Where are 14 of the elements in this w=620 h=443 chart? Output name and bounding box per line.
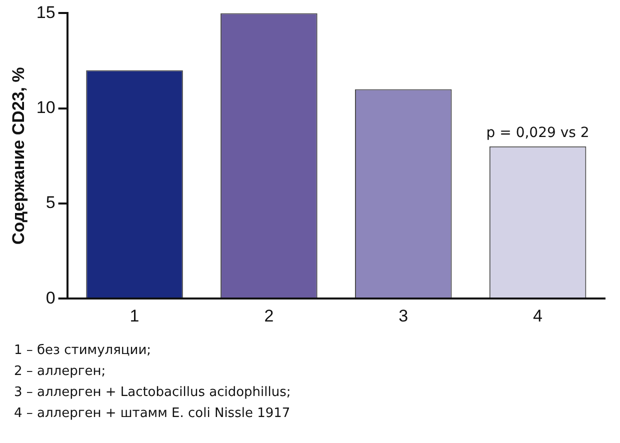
text: 1 – без стимуляции; — [14, 342, 152, 360]
y-tick-label: 15 — [36, 2, 56, 22]
text: 3 – аллерген + Lactobacillus acidophillus; — [14, 384, 291, 402]
x-tick-label: 4 — [533, 306, 543, 326]
y-tick-label: 0 — [46, 288, 56, 308]
annotation: p = 0,029 vs 2 — [486, 125, 590, 142]
y-axis-title: Содержание CD23, % — [8, 67, 28, 245]
y-tick-label: 10 — [36, 98, 56, 118]
x-tick-label: 2 — [264, 306, 274, 326]
text: 2 – аллерген; — [14, 363, 107, 381]
x-tick-label: 1 — [130, 306, 140, 326]
x-tick-label: 3 — [398, 306, 408, 326]
y-tick-label: 5 — [46, 193, 56, 212]
text: 4 – аллерген + штамм E. coli Nissle 1917 — [14, 405, 291, 423]
